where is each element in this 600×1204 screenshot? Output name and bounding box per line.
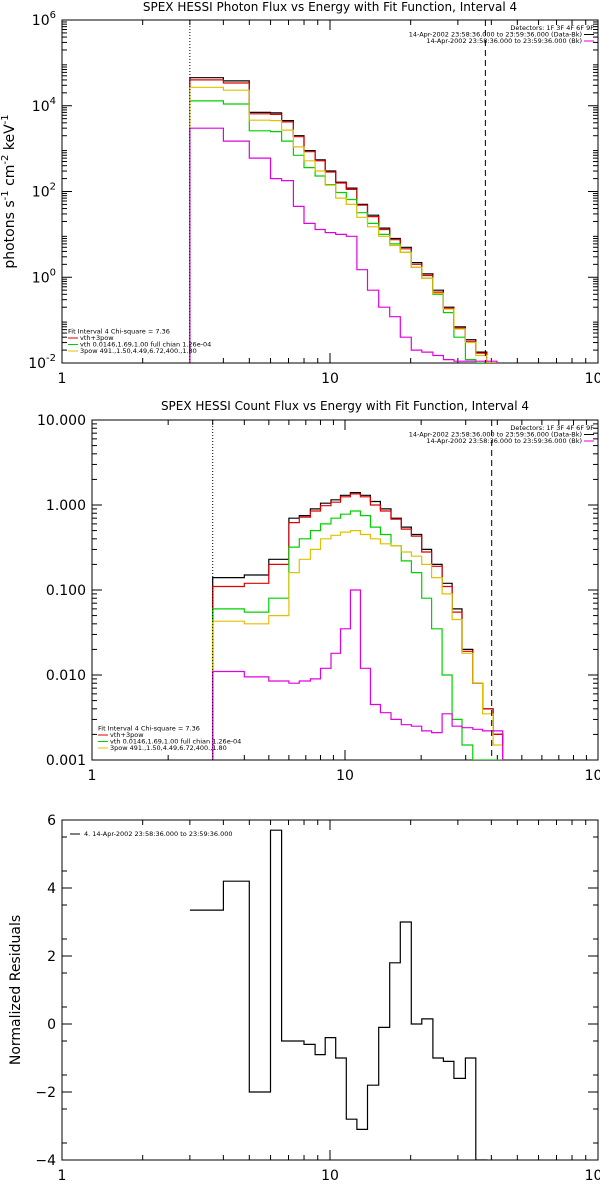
x-tick-label: 10 xyxy=(321,1168,339,1184)
legend-top-left: 4. 14-Apr-2002 23:58:36.000 to 23:59:36.… xyxy=(70,830,233,838)
y-tick-label: 1.000 xyxy=(46,498,86,514)
y-axis-label-part: -2 xyxy=(0,155,11,165)
chart-3: 1 10 100 −4 −2 0 2 4 6 Normalized Residuals 4. 14-… xyxy=(8,813,600,1184)
y-tick-label: 104 xyxy=(32,96,56,115)
y-tick-label: −2 xyxy=(35,1085,56,1101)
legend-entry: vth 0.0146,1.69,1.00 full chian 1.26e-04 xyxy=(110,738,241,746)
series-3-line xyxy=(212,510,504,760)
x-tick-label: 10 xyxy=(321,371,339,387)
series-1-line xyxy=(189,829,488,1160)
legend-entry: Fit Interval 4 Chi-square = 7.36 xyxy=(68,328,170,336)
x-tick-label: 100 xyxy=(585,768,600,784)
x-tick-label: 1 xyxy=(88,768,97,784)
x-tick-label: 100 xyxy=(585,1168,600,1184)
y-axis-label: Normalized Residuals xyxy=(8,915,24,1065)
y-tick-base: 10 xyxy=(32,99,50,115)
y-tick-label: 0.010 xyxy=(46,668,86,684)
legend-entry: 4. 14-Apr-2002 23:58:36.000 to 23:59:36.… xyxy=(84,830,233,838)
legend-entry: 14-Apr-2002 23:58:36.000 to 23:59:36.000… xyxy=(409,431,582,439)
y-tick-label: 0 xyxy=(47,1017,56,1033)
series-group xyxy=(189,77,498,363)
legend-entry: vth+3pow xyxy=(80,334,114,342)
series-2-line xyxy=(189,79,498,363)
y-axis-label-part: -1 xyxy=(0,190,11,200)
y-tick-label: 102 xyxy=(32,182,56,201)
chart-title: SPEX HESSI Count Flux vs Energy with Fit… xyxy=(161,399,529,413)
y-tick-base: 10 xyxy=(32,185,50,201)
x-tick-label: 10 xyxy=(336,768,354,784)
chart-1: SPEX HESSI Photon Flux vs Energy with Fi… xyxy=(0,0,600,387)
y-tick-exp: 0 xyxy=(50,267,56,278)
y-tick-label: 2 xyxy=(47,949,56,965)
y-tick-label: −4 xyxy=(35,1153,56,1169)
chart-title: SPEX HESSI Photon Flux vs Energy with Fi… xyxy=(143,0,517,14)
y-tick-exp: 2 xyxy=(50,182,56,193)
y-axis: 0.001 0.010 0.100 1.000 10.000 xyxy=(37,413,598,769)
y-tick-base: 10 xyxy=(32,13,50,29)
chart-2: SPEX HESSI Count Flux vs Energy with Fit… xyxy=(37,399,600,784)
y-axis-label-part: photons s xyxy=(2,200,18,268)
y-axis-label-part: -1 xyxy=(0,114,11,124)
series-4-line xyxy=(189,86,498,363)
y-tick-exp: 4 xyxy=(50,96,56,107)
y-axis-label: photons s-1 cm-2 keV-1 xyxy=(0,114,18,268)
legend-entry: 3pow 491.,1.50,4.49,6.72,400.,1.80 xyxy=(110,744,227,752)
legend-entry: 14-Apr-2002 23:58:36.000 to 23:59:36.000… xyxy=(426,437,582,445)
legend-entry: Fit Interval 4 Chi-square = 7.36 xyxy=(98,725,200,733)
legend-bottom-left: Fit Interval 4 Chi-square = 7.36vth+3pow… xyxy=(98,725,241,752)
y-tick-exp: 6 xyxy=(50,10,56,21)
y-tick-label: 6 xyxy=(47,813,56,829)
plot-frame xyxy=(61,819,599,1161)
y-axis-label-part: cm xyxy=(2,165,18,191)
series-1-line xyxy=(189,77,498,363)
legend-entry: 3pow 491.,1.50,4.49,6.72,400.,1.80 xyxy=(80,347,197,355)
plot-frame xyxy=(91,419,599,761)
series-2-line xyxy=(212,493,504,760)
y-axis-label-part: keV xyxy=(2,124,18,155)
legend-entry: Detectors: 1F 3F 4F 6F 9F xyxy=(510,24,594,32)
legend-entry: 14-Apr-2002 23:58:36.000 to 23:59:36.000… xyxy=(426,37,582,45)
x-axis: 1 10 100 xyxy=(58,20,600,387)
legend-entry: Detectors: 1F 3F 4F 6F 9F xyxy=(510,424,594,432)
y-tick-label: 100 xyxy=(32,267,56,286)
x-axis: 1 10 100 xyxy=(58,820,600,1184)
y-tick-label: 0.001 xyxy=(46,753,86,769)
plot-frame xyxy=(61,19,599,364)
x-axis: 1 10 100 xyxy=(88,420,600,784)
series-5-line xyxy=(189,127,498,363)
y-tick-label: 0.100 xyxy=(46,583,86,599)
y-tick-label: 4 xyxy=(47,881,56,897)
x-tick-label: 1 xyxy=(58,371,67,387)
y-tick-exp: -2 xyxy=(46,353,56,364)
y-tick-base: 10 xyxy=(28,356,46,372)
x-tick-label: 100 xyxy=(585,371,600,387)
y-tick-base: 10 xyxy=(32,270,50,286)
legend-entry: 14-Apr-2002 23:58:36.000 to 23:59:36.000… xyxy=(409,31,582,39)
series-group xyxy=(212,492,504,760)
series-5-line xyxy=(212,589,504,760)
legend-entry: vth+3pow xyxy=(110,731,144,739)
series-group xyxy=(189,829,488,1160)
y-axis: −4 −2 0 2 4 6 xyxy=(35,813,598,1169)
y-tick-label: 106 xyxy=(32,10,56,29)
x-tick-label: 1 xyxy=(58,1168,67,1184)
y-tick-label: 10.000 xyxy=(37,413,86,429)
series-4-line xyxy=(212,530,504,760)
y-tick-label: 10-2 xyxy=(28,353,56,372)
legend-entry: vth 0.0146,1.69,1.00 full chian 1.26e-04 xyxy=(80,341,211,349)
legend-bottom-left: Fit Interval 4 Chi-square = 7.36vth+3pow… xyxy=(68,328,211,355)
series-1-line xyxy=(212,492,504,760)
